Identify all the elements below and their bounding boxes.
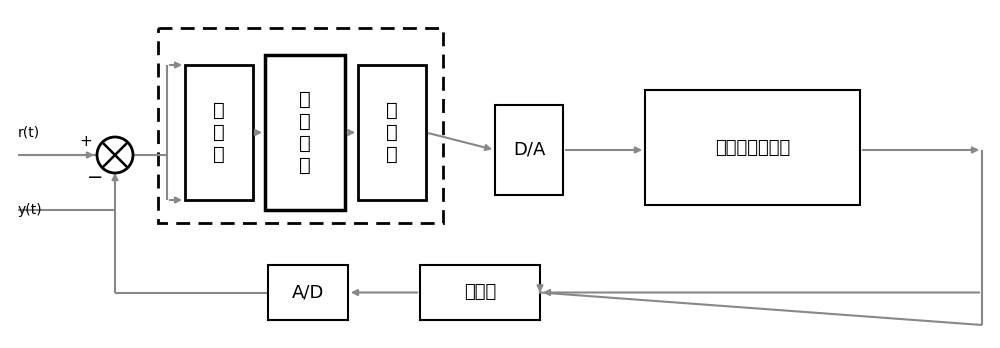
Text: −: − (87, 167, 103, 187)
Text: 解
模
糊: 解 模 糊 (386, 101, 398, 164)
Bar (420, 265, 540, 320)
Bar (358, 65, 426, 200)
Bar (645, 90, 860, 205)
Text: 传感器: 传感器 (464, 284, 496, 301)
Text: r(t): r(t) (18, 126, 40, 140)
Bar (158, 28, 443, 223)
Bar (265, 55, 345, 210)
Text: A/D: A/D (292, 284, 324, 301)
Bar (495, 105, 563, 195)
Text: 模
糊
化: 模 糊 化 (213, 101, 225, 164)
Bar (185, 65, 253, 200)
Text: 飞剪执行子系统: 飞剪执行子系统 (715, 139, 790, 157)
Text: D/A: D/A (513, 141, 545, 159)
Text: 模
糊
推
理: 模 糊 推 理 (299, 90, 311, 175)
Text: y(t): y(t) (18, 203, 43, 217)
Text: +: + (79, 134, 92, 149)
Bar (268, 265, 348, 320)
